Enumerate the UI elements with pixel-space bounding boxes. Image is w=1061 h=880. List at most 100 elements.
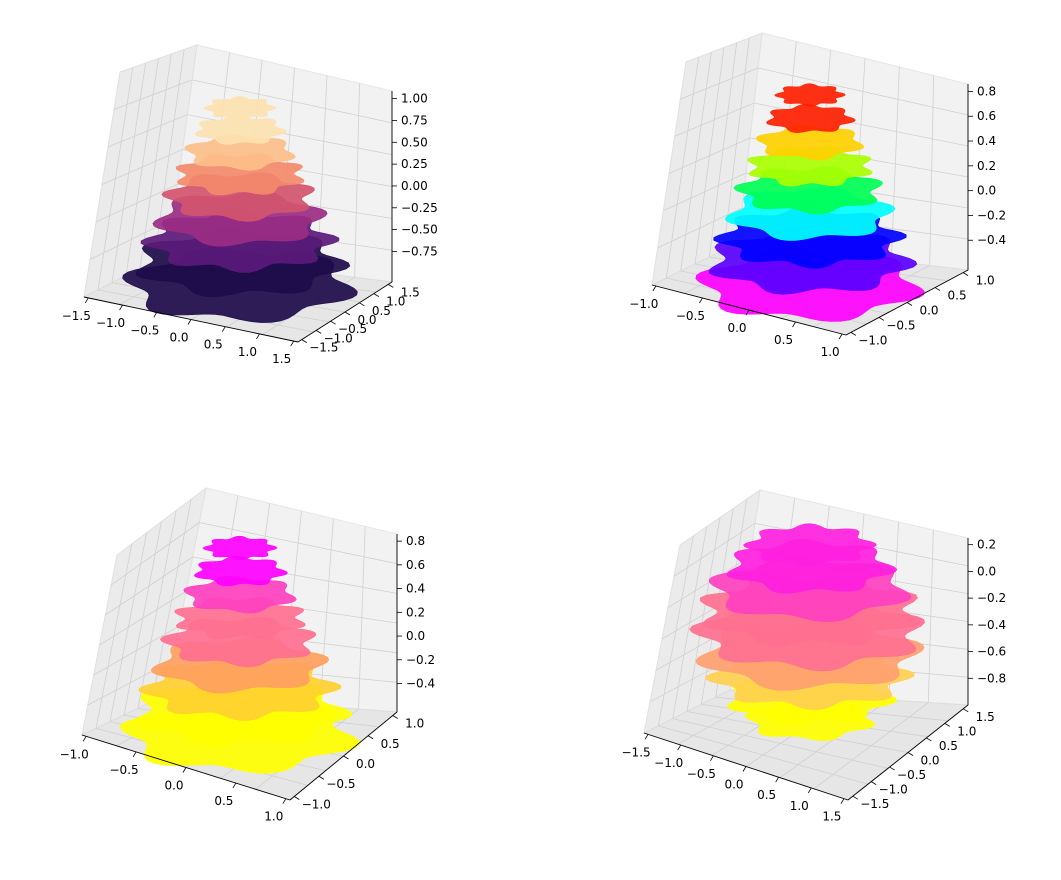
y-tick-mark: [388, 284, 394, 288]
y-tick-mark: [367, 735, 374, 740]
x-tick-mark: [745, 309, 750, 316]
z-tick-label: 0.2: [977, 538, 996, 552]
y-tick-label: −1.0: [858, 333, 887, 347]
z-tick-label: 0.0: [977, 184, 996, 198]
x-tick-label: −0.5: [130, 323, 159, 337]
y-tick-mark: [318, 775, 325, 780]
y-tick-mark: [359, 302, 365, 307]
y-tick-mark: [962, 272, 969, 276]
y-tick-label: −1.0: [302, 797, 331, 811]
z-tick-label: 0.0: [406, 629, 425, 643]
z-tick-label: −0.4: [977, 233, 1006, 247]
z-tick-label: 0.25: [401, 157, 428, 171]
x-tick-mark: [807, 787, 812, 794]
y-tick-label: 1.0: [405, 717, 424, 731]
z-tick-label: 0.4: [406, 582, 425, 596]
grid-line: [657, 207, 743, 249]
y-tick-mark: [301, 339, 307, 343]
x-tick-mark: [132, 751, 137, 758]
z-tick-label: −0.6: [977, 645, 1006, 659]
y-tick-label: 0.5: [381, 737, 400, 751]
y-tick-mark: [907, 752, 914, 756]
y-tick-mark: [962, 708, 969, 713]
x-tick-mark: [84, 297, 89, 304]
y-tick-label: 0.0: [919, 304, 938, 318]
x-tick-label: −1.0: [629, 297, 658, 311]
x-tick-label: 1.0: [238, 345, 257, 359]
z-tick-label: 1.00: [401, 92, 428, 106]
z-tick-label: −0.4: [406, 677, 435, 691]
y-tick-label: 1.5: [401, 285, 420, 299]
y-tick-label: 1.0: [957, 724, 976, 738]
x-tick-mark: [838, 333, 843, 340]
subplot-bottom-left: −1.0−0.50.00.51.0−1.0−0.50.00.51.00.80.6…: [60, 486, 435, 824]
y-tick-label: −1.5: [860, 797, 889, 811]
z-tick-label: −0.2: [406, 653, 435, 667]
y-tick-label: −1.0: [879, 783, 908, 797]
y-tick-label: −0.5: [897, 768, 926, 782]
x-tick-mark: [710, 755, 714, 761]
y-tick-mark: [392, 715, 398, 719]
x-tick-mark: [182, 767, 187, 773]
y-tick-label: −1.5: [309, 341, 338, 355]
x-tick-label: 0.5: [204, 338, 223, 352]
x-tick-label: 1.5: [822, 810, 841, 824]
x-tick-mark: [792, 321, 796, 328]
y-tick-label: 0.5: [939, 739, 958, 753]
surface-layer: [766, 103, 856, 133]
y-tick-mark: [850, 332, 857, 336]
z-tick-label: 0.0: [977, 564, 996, 578]
y-tick-mark: [852, 795, 859, 800]
y-tick-mark: [934, 287, 941, 291]
x-tick-mark: [742, 766, 747, 772]
x-tick-label: 1.0: [264, 810, 283, 824]
x-tick-label: 0.0: [724, 778, 743, 792]
x-tick-label: 0.5: [757, 788, 776, 802]
y-tick-label: 0.0: [920, 754, 939, 768]
x-tick-mark: [282, 798, 287, 804]
x-tick-mark: [699, 297, 703, 304]
z-tick-label: −0.50: [401, 223, 438, 237]
y-tick-label: 0.0: [357, 313, 376, 327]
z-tick-label: 0.6: [977, 109, 996, 123]
x-tick-mark: [775, 777, 779, 783]
x-tick-label: 0.0: [169, 331, 188, 345]
y-tick-label: −1.0: [324, 331, 353, 345]
x-tick-label: −0.5: [687, 767, 716, 781]
y-tick-mark: [889, 766, 895, 771]
x-tick-label: −1.0: [654, 756, 683, 770]
x-tick-label: −1.5: [62, 309, 91, 323]
subplot-top-right: −1.0−0.50.00.51.0−1.0−0.50.00.51.00.80.6…: [629, 32, 1006, 359]
x-tick-label: −0.5: [676, 309, 705, 323]
surface-layer: [743, 523, 877, 567]
y-tick-label: 0.0: [356, 757, 375, 771]
z-tick-label: 0.2: [406, 605, 425, 619]
x-tick-label: −1.0: [96, 316, 125, 330]
x-tick-label: 0.0: [164, 779, 183, 793]
y-tick-label: 0.5: [372, 304, 391, 318]
x-tick-mark: [82, 736, 87, 742]
z-tick-label: −0.25: [401, 201, 438, 215]
y-tick-mark: [926, 737, 932, 742]
y-tick-label: 1.0: [386, 295, 405, 309]
x-tick-mark: [187, 319, 192, 325]
y-tick-label: 0.5: [948, 289, 967, 303]
z-tick-label: 0.00: [401, 179, 428, 193]
y-tick-label: −0.5: [326, 777, 355, 791]
x-tick-label: 1.5: [272, 352, 291, 366]
z-tick-label: −0.75: [401, 244, 438, 258]
z-tick-label: 0.8: [406, 534, 425, 548]
x-tick-label: −0.5: [110, 763, 139, 777]
surface-layer: [194, 114, 287, 145]
z-tick-label: 0.2: [977, 159, 996, 173]
x-tick-mark: [153, 312, 158, 318]
surface-layer: [203, 96, 277, 120]
z-tick-label: 0.75: [401, 113, 428, 127]
x-tick-mark: [221, 326, 226, 332]
surface-layer: [202, 535, 278, 561]
z-tick-label: 0.8: [977, 84, 996, 98]
subplot-top-left: −1.5−1.0−0.50.00.51.01.5−1.5−1.0−0.50.00…: [62, 44, 438, 366]
x-tick-mark: [290, 340, 295, 347]
y-tick-mark: [343, 755, 349, 760]
x-tick-label: 1.0: [821, 345, 840, 359]
